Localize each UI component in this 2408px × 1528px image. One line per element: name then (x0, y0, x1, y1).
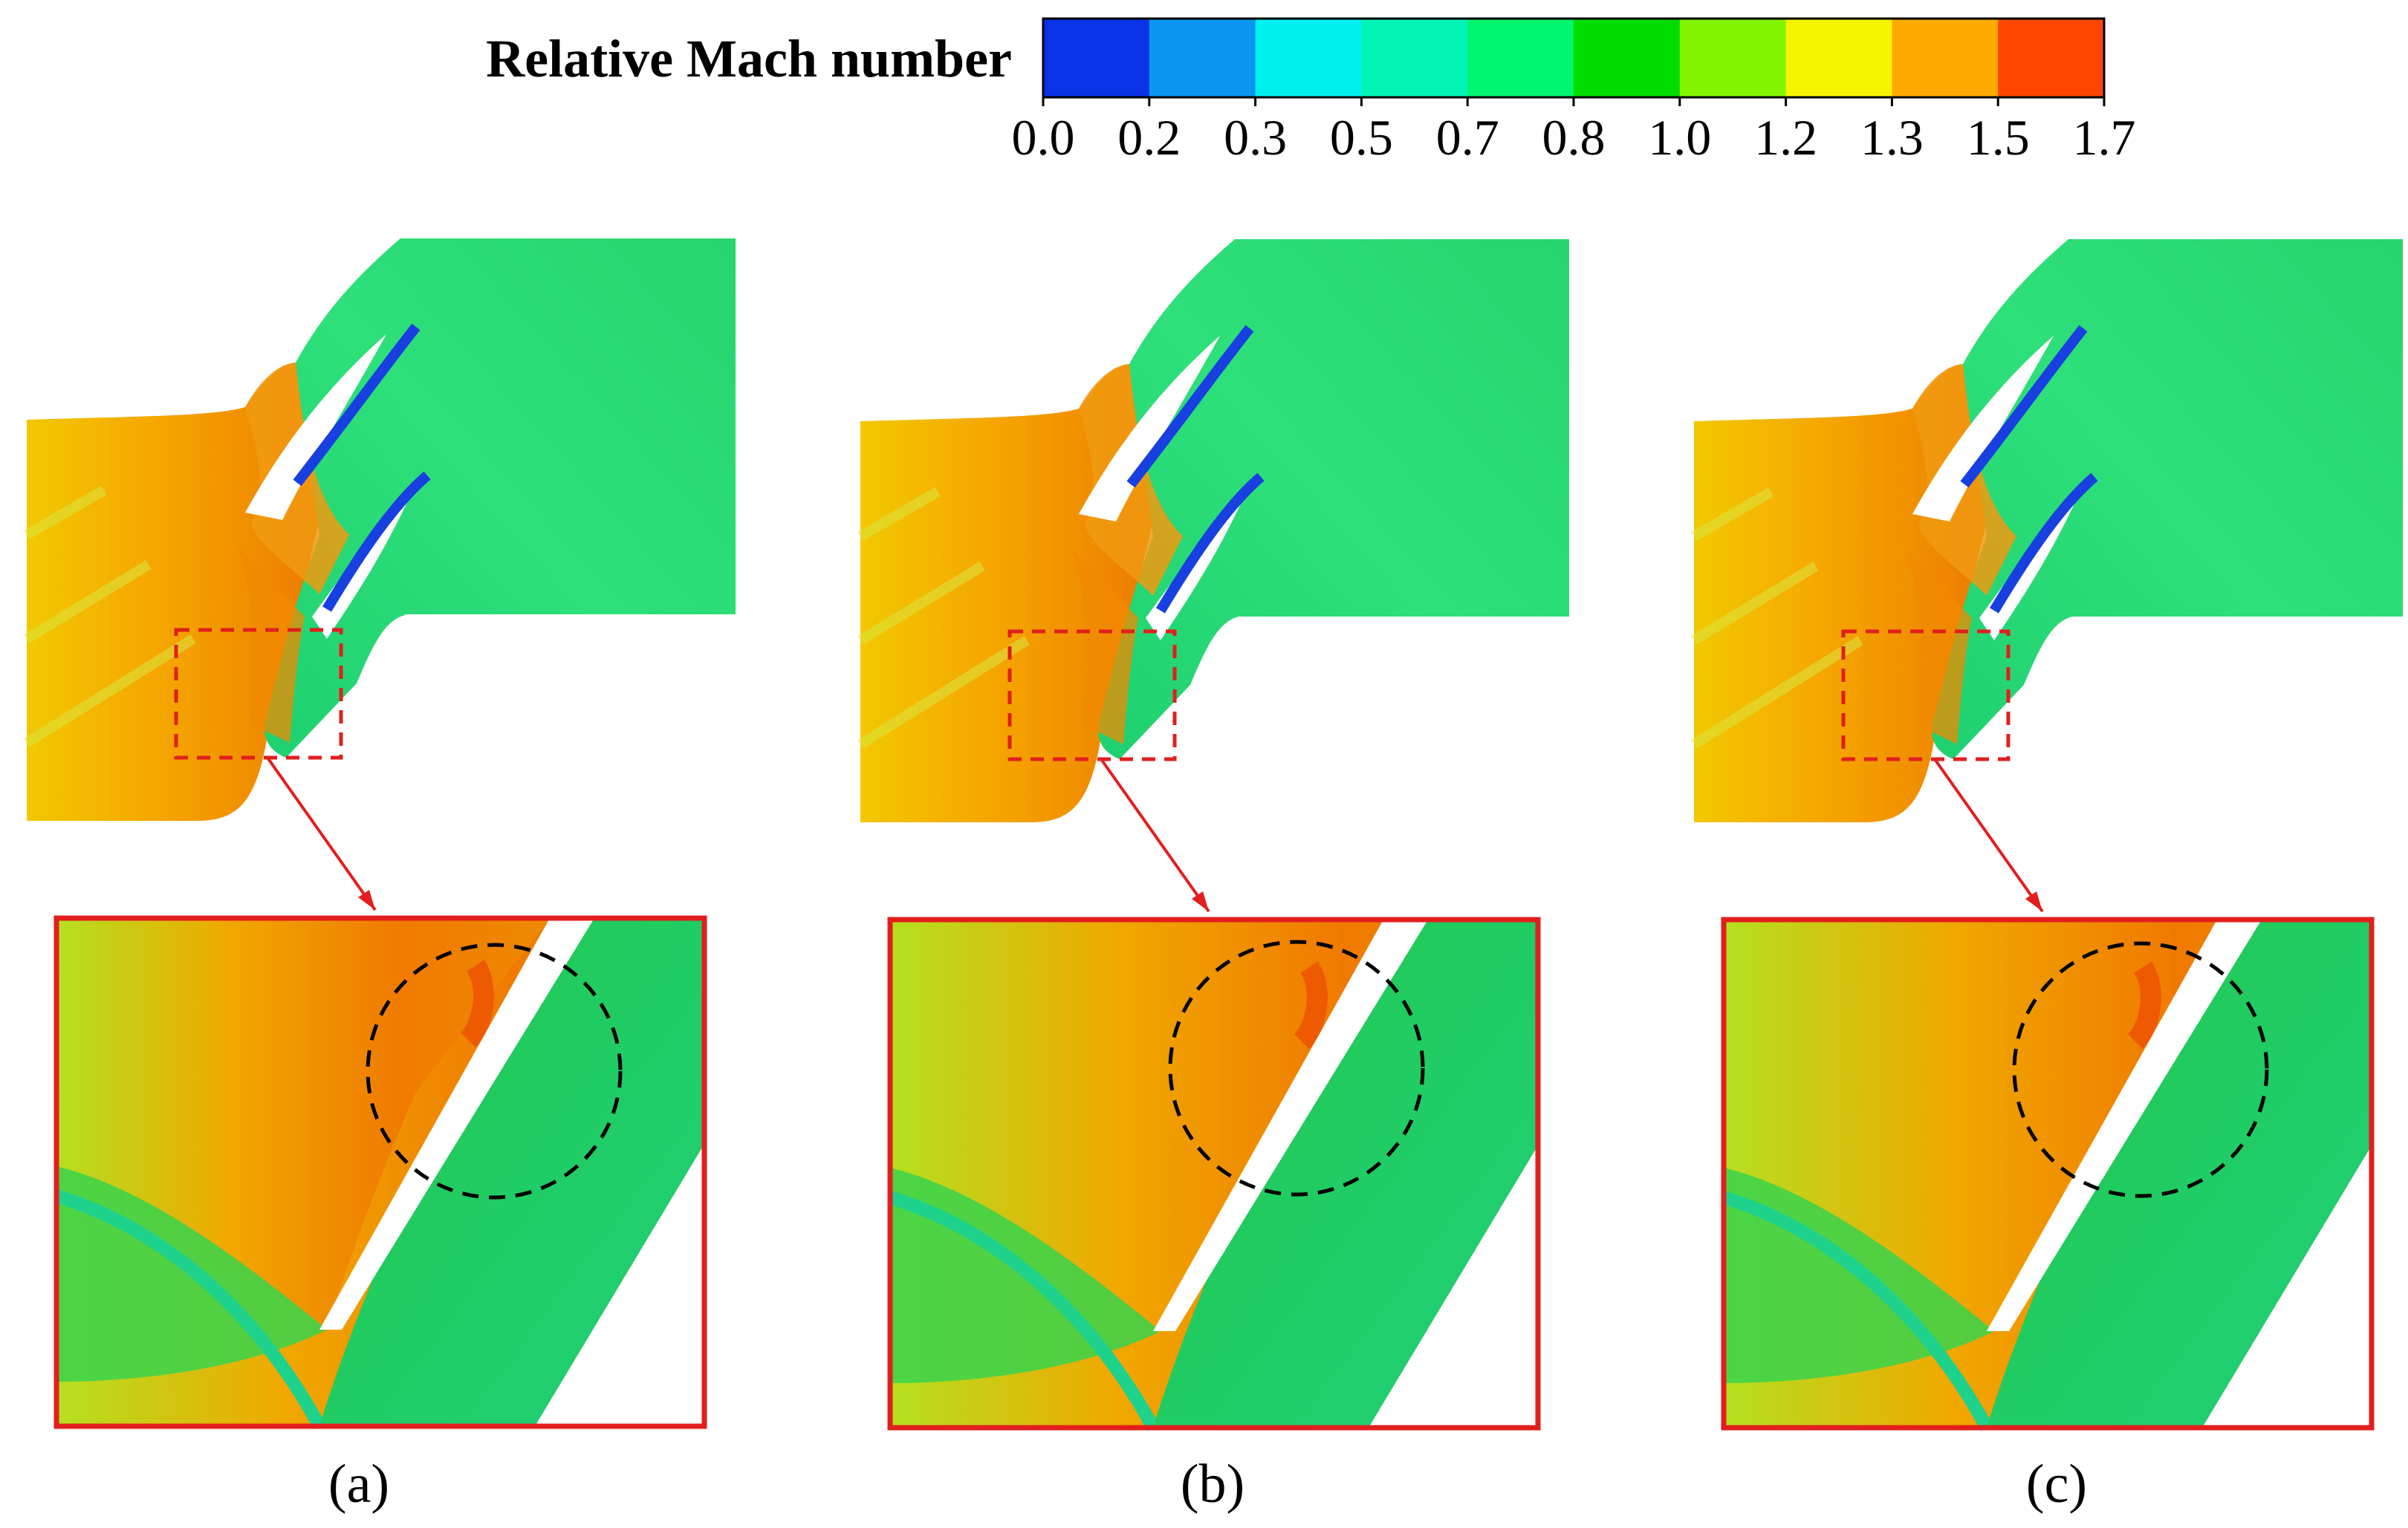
colorbar-tick-label: 1.5 (1967, 109, 2030, 166)
panel-caption: (a) (328, 1454, 389, 1515)
colorbar-cell (1043, 19, 1150, 97)
colorbar: Relative Mach number 0.0 0.2 0.3 0.5 0.7 0.8 1… (486, 17, 2136, 166)
zoom-region-marker (174, 628, 343, 760)
zoom-inset (53, 915, 707, 1430)
colorbar-tick-label: 0.8 (1542, 109, 1606, 166)
zoom-arrow-head (2025, 891, 2042, 911)
cascade-contour (857, 239, 1569, 822)
cascade-contour (1691, 239, 2403, 822)
colorbar-title: Relative Mach number (486, 29, 1012, 88)
zoom-arrow-head (358, 890, 375, 910)
colorbar-cell (1679, 19, 1787, 97)
zoom-arrow (266, 756, 377, 911)
zoom-inset (1721, 917, 2375, 1431)
colorbar-cell (1892, 19, 1999, 97)
colorbar-cell (1998, 19, 2105, 97)
panels: (a) (24, 237, 2403, 1515)
cascade-contour (24, 237, 736, 821)
colorbar-tick-label: 1.0 (1648, 109, 1711, 166)
panel-b: (b) (857, 239, 1569, 1515)
zoom-region-marker (1007, 629, 1177, 761)
shock-highlight-circle (2012, 941, 2269, 1198)
colorbar-cell (1255, 19, 1362, 97)
colorbar-tick-label: 0.2 (1117, 109, 1181, 166)
shock-highlight-circle (1168, 940, 1425, 1197)
colorbar-tick-label: 1.2 (1754, 109, 1817, 166)
panel-c: (c) (1691, 239, 2403, 1515)
zoom-arrow (1933, 758, 2044, 913)
panel-caption: (b) (1181, 1454, 1244, 1515)
colorbar-cell (1149, 19, 1256, 97)
colorbar-cell (1361, 19, 1468, 97)
colorbar-tick-label: 0.7 (1436, 109, 1499, 166)
colorbar-cell (1574, 19, 1681, 97)
zoom-inset (887, 917, 1541, 1431)
zoom-region-marker (1841, 629, 2011, 761)
colorbar-tick-label: 1.3 (1860, 109, 1924, 166)
zoom-arrow (1100, 758, 1210, 913)
zoom-arrow-head (1192, 891, 1209, 911)
colorbar-tick-label: 0.3 (1224, 109, 1287, 166)
colorbar-tick-label: 0.0 (1012, 109, 1075, 166)
colorbar-ticks: 0.0 0.2 0.3 0.5 0.7 0.8 1.0 1.2 1.3 1.5 1.7 (1012, 97, 2136, 166)
panel-caption: (c) (2026, 1454, 2087, 1515)
colorbar-cell (1467, 19, 1574, 97)
shock-highlight-circle (366, 943, 623, 1200)
colorbar-tick-label: 1.7 (2073, 109, 2136, 166)
colorbar-cell (1785, 19, 1892, 97)
panel-a: (a) (24, 237, 736, 1515)
colorbar-cells (1043, 19, 2105, 97)
colorbar-tick-label: 0.5 (1330, 109, 1393, 166)
